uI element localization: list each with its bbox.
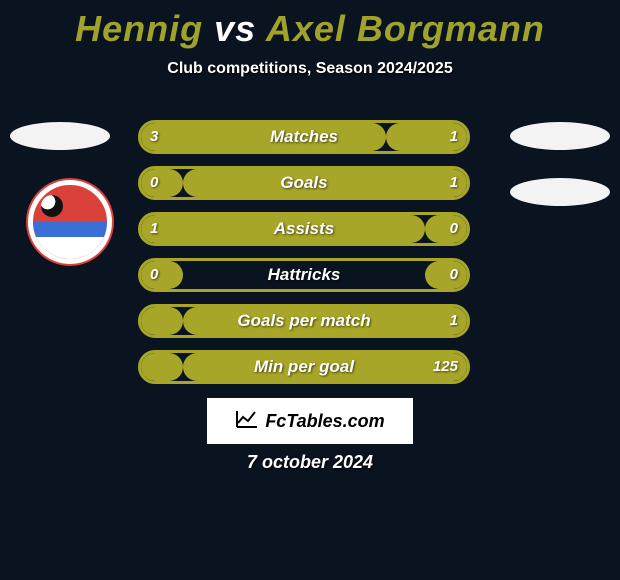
team-crest	[28, 180, 112, 264]
bar-fill-right	[183, 169, 467, 197]
soccer-ball-icon	[41, 195, 63, 217]
bar-fill-left	[141, 215, 425, 243]
comparison-chart: Matches31 Goals01 Assists10 Hattricks00 Goal…	[138, 120, 470, 396]
title-vs: vs	[214, 8, 256, 49]
stat-row: Goals01	[138, 166, 470, 200]
bar-fill-left	[141, 261, 183, 289]
bar-fill-right	[386, 123, 468, 151]
right-badge-placeholder-1	[510, 122, 610, 150]
bar-fill-right	[425, 261, 467, 289]
bar-fill-left	[141, 353, 183, 381]
date-label: 7 october 2024	[0, 452, 620, 473]
brand-text: FcTables.com	[265, 411, 384, 432]
bar-track	[138, 212, 470, 246]
title-player1: Hennig	[75, 8, 203, 49]
bar-track	[138, 166, 470, 200]
bar-fill-left	[141, 307, 183, 335]
title-player2: Axel Borgmann	[266, 8, 545, 49]
stat-row: Min per goal125	[138, 350, 470, 384]
brand-badge: FcTables.com	[207, 398, 413, 444]
chart-line-icon	[235, 409, 259, 434]
bar-fill-right	[425, 215, 467, 243]
right-badge-placeholder-2	[510, 178, 610, 206]
crest-stripe	[33, 222, 107, 259]
bar-track	[138, 304, 470, 338]
page-title: Hennig vs Axel Borgmann	[0, 0, 620, 50]
bar-fill-left	[141, 123, 386, 151]
bar-track	[138, 258, 470, 292]
bar-track	[138, 120, 470, 154]
left-badge-placeholder-1	[10, 122, 110, 150]
bar-fill-left	[141, 169, 183, 197]
bar-track	[138, 350, 470, 384]
stat-row: Goals per match1	[138, 304, 470, 338]
bar-fill-right	[183, 353, 467, 381]
stat-row: Assists10	[138, 212, 470, 246]
stat-row: Hattricks00	[138, 258, 470, 292]
subtitle: Club competitions, Season 2024/2025	[0, 60, 620, 78]
stat-row: Matches31	[138, 120, 470, 154]
bar-fill-right	[183, 307, 467, 335]
